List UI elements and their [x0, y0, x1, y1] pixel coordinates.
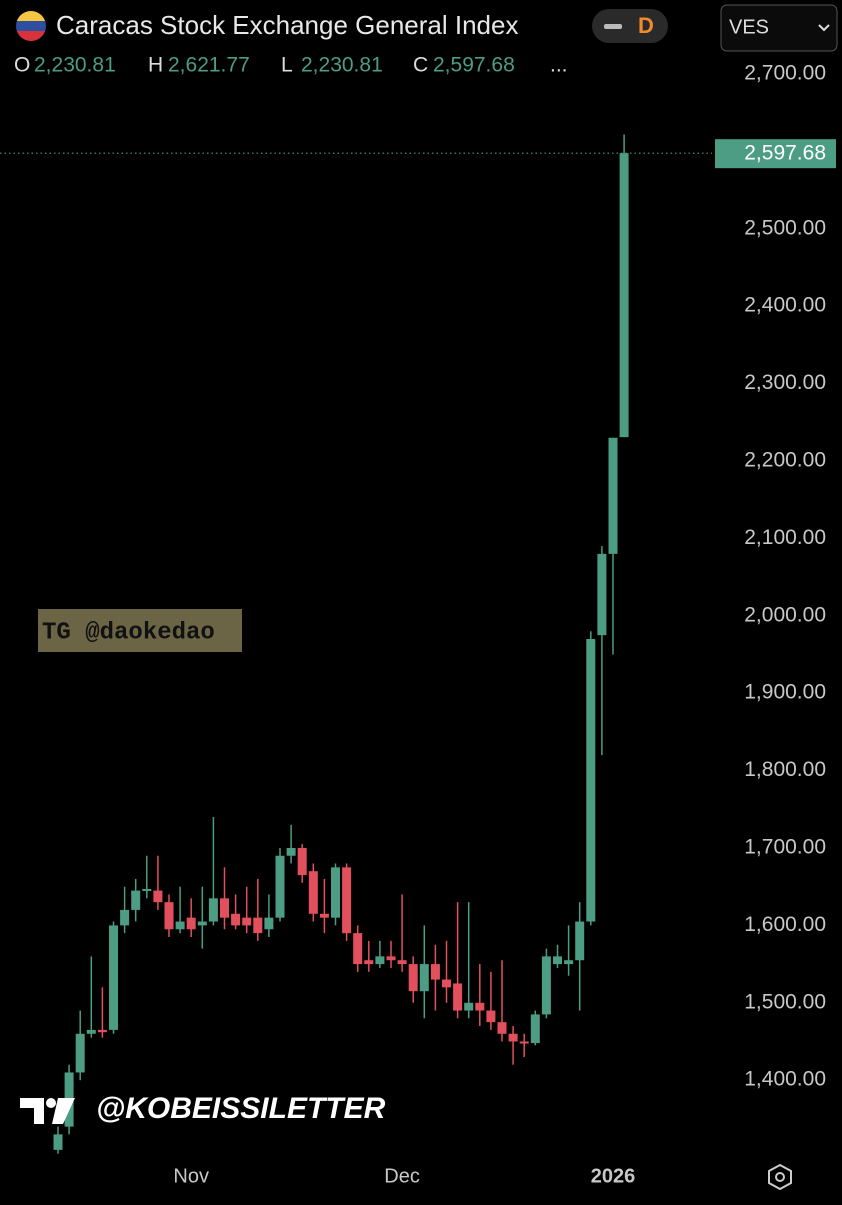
x-tick-label: 2026	[591, 1165, 636, 1187]
candle-body	[464, 1002, 474, 1011]
candle-body	[497, 1022, 507, 1034]
ohlc-key: L	[281, 54, 293, 77]
interval: D	[638, 13, 654, 38]
candle-body	[553, 956, 562, 965]
candle-body	[175, 921, 185, 930]
candle-body	[297, 847, 307, 876]
candle-body	[408, 964, 418, 992]
candle-body	[286, 847, 296, 856]
candle-body	[575, 921, 585, 961]
y-tick-label: 2,300.00	[744, 371, 826, 394]
candle-body	[97, 1029, 107, 1033]
ohlc-more: ...	[550, 54, 568, 77]
candle-body	[619, 153, 629, 438]
candle-body	[353, 933, 363, 965]
y-tick-label: 1,700.00	[744, 836, 826, 859]
candle-body	[586, 639, 596, 922]
dropdown-arrow	[818, 24, 830, 32]
candle-body	[430, 964, 440, 980]
ohlc-key: O	[14, 54, 30, 77]
y-tick-label: 2,100.00	[744, 526, 826, 549]
candle-body	[275, 855, 285, 918]
y-tick-label: 2,000.00	[744, 603, 826, 626]
candle-body	[264, 917, 274, 930]
ohlc-value: 2,230.81	[34, 54, 116, 77]
currency: VES	[729, 16, 769, 38]
interval-badge[interactable]	[592, 9, 668, 43]
flag	[16, 11, 46, 41]
y-tick-label: 1,400.00	[744, 1068, 826, 1091]
candle-body	[419, 964, 429, 992]
ohlc-value: 2,597.68	[433, 54, 515, 77]
ohlc-key: C	[413, 54, 428, 77]
candle-body	[142, 889, 152, 892]
ohlc-row: O 2,230.81 H 2,621.77 L 2,230.81 C 2,597.68...	[14, 54, 568, 77]
candle-body	[253, 917, 263, 934]
ohlc-key: H	[148, 54, 163, 77]
y-tick-label: 1,900.00	[744, 681, 826, 704]
candle-body	[231, 913, 241, 926]
candle-body	[120, 909, 130, 926]
candle-body	[131, 890, 141, 910]
watermark: TG @daokedao	[42, 619, 215, 646]
ohlc-value: 2,230.81	[301, 54, 383, 77]
candle-body	[197, 921, 207, 926]
candle-body	[153, 890, 163, 903]
x-tick-label: Dec	[384, 1165, 420, 1187]
candle-body	[375, 956, 385, 965]
chart-title: Caracas Stock Exchange General Index	[56, 10, 518, 40]
y-tick-label: 2,400.00	[744, 294, 826, 317]
candle-body	[331, 867, 340, 918]
plot: 1,400.00 1,500.00 1,600.00 1,700.00 1,800.00…	[0, 62, 836, 1187]
candle-body	[530, 1014, 540, 1044]
candle-body	[453, 983, 463, 1011]
last-price-label: 2,597.68	[744, 142, 826, 165]
candle-body	[486, 1010, 496, 1023]
candle-body	[86, 1029, 96, 1034]
candle-body	[397, 960, 407, 965]
y-tick-label: 2,500.00	[744, 216, 826, 239]
candle-body	[608, 437, 618, 554]
candle-body	[386, 956, 396, 961]
candle-body	[164, 902, 174, 930]
candle-body	[364, 960, 374, 965]
candle-body	[564, 960, 574, 965]
candle-body	[442, 979, 451, 988]
tv-logo	[20, 1098, 75, 1124]
candle-body	[541, 956, 551, 1015]
candle-body	[319, 913, 329, 918]
candle-body	[53, 1134, 63, 1150]
candle-body	[597, 553, 607, 636]
y-tick-label: 2,200.00	[744, 449, 826, 472]
y-tick-label: 1,800.00	[744, 758, 826, 781]
last-price-box	[715, 139, 836, 169]
candle-body	[242, 917, 252, 926]
handle-watermark: @KOBEISSILETTER	[96, 1092, 386, 1125]
candle-body	[508, 1033, 518, 1042]
candle-body	[75, 1033, 85, 1073]
candle-body	[208, 898, 218, 922]
settings-icon[interactable]	[768, 1163, 792, 1191]
watermark-box	[38, 609, 242, 652]
candle-body	[519, 1041, 529, 1044]
y-tick-label: 2,700.00	[744, 62, 826, 85]
y-tick-label: 1,500.00	[744, 990, 826, 1013]
candle-body	[186, 917, 196, 930]
y-tick-label: 1,600.00	[744, 913, 826, 936]
candle-body	[220, 898, 229, 918]
candle-body	[342, 867, 352, 934]
ohlc-value: 2,621.77	[168, 54, 250, 77]
candle-body	[109, 925, 118, 1030]
x-tick-label: Nov	[173, 1165, 209, 1187]
badge-icon	[604, 24, 622, 29]
candle-body	[308, 871, 318, 914]
currency-select[interactable]	[720, 4, 838, 52]
candle-body	[475, 1002, 485, 1011]
